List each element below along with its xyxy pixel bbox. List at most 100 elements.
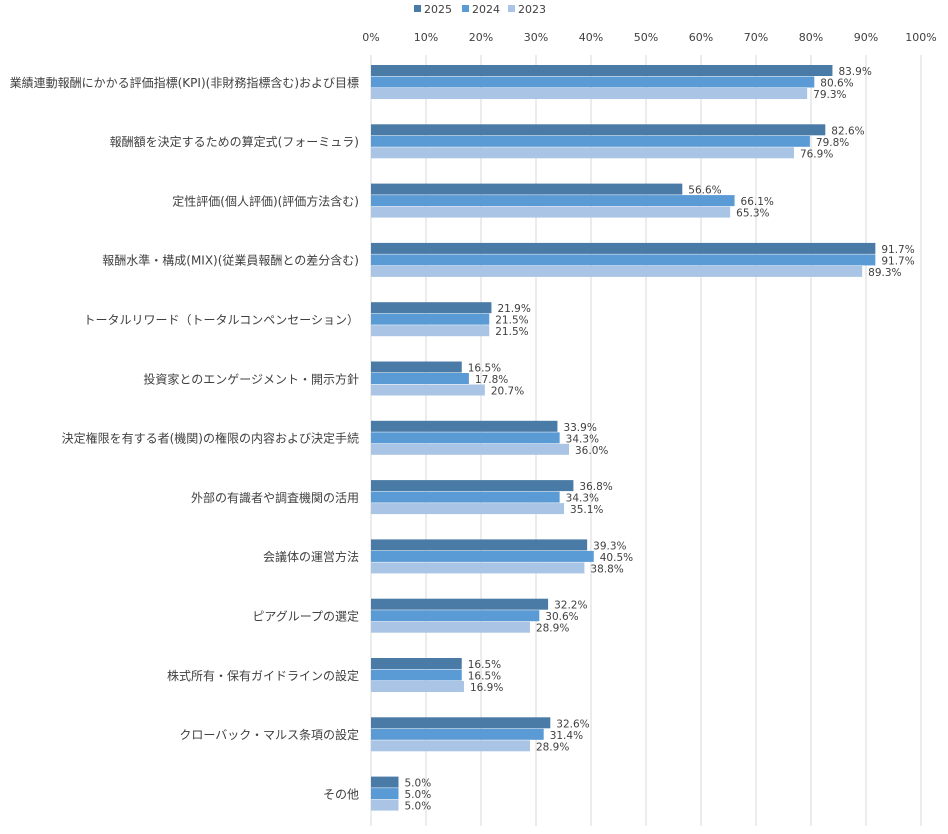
category-label-6: 決定権限を有する者(機関)の権限の内容および決定手続 — [62, 431, 359, 446]
bars — [371, 65, 876, 811]
category-label-1: 報酬額を決定するための算定式(フォーミュラ) — [110, 134, 359, 149]
category-label-4: トータルリワード（トータルコンペンセーション） — [83, 313, 359, 327]
bar-2025-10 — [371, 658, 462, 669]
bar-2024-0 — [371, 76, 815, 88]
bar-2023-10 — [371, 681, 464, 692]
category-label-3: 報酬水準・構成(MIX)(従業員報酬との差分含む) — [102, 253, 359, 268]
bar-2025-9 — [371, 598, 549, 610]
bar-2023-1 — [371, 147, 794, 159]
value-label-2025-8: 39.3% — [593, 540, 626, 552]
value-label-2024-9: 30.6% — [545, 611, 578, 623]
x-tick-label: 70% — [744, 31, 768, 44]
x-tick-label: 10% — [414, 31, 438, 44]
bar-2024-10 — [371, 669, 462, 681]
category-label-8: 会議体の運営方法 — [263, 549, 359, 564]
value-label-2025-5: 16.5% — [468, 363, 501, 375]
category-label-9: ピアグループの選定 — [252, 608, 359, 623]
bar-2024-11 — [371, 728, 544, 740]
bar-2023-11 — [371, 740, 530, 752]
value-label-2024-5: 17.8% — [475, 374, 508, 386]
value-label-2024-11: 31.4% — [550, 730, 583, 742]
bar-2024-9 — [371, 610, 540, 622]
value-label-2024-7: 34.3% — [566, 493, 599, 505]
value-labels: 83.9%80.6%79.3% 82.6%79.8%76.9% 56.6% 66.1%… — [405, 66, 915, 813]
value-label-2023-1: 76.9% — [800, 148, 833, 160]
value-label-2023-6: 36.0% — [575, 445, 608, 457]
bar-2025-4 — [371, 302, 492, 314]
bar-2023-2 — [371, 206, 731, 218]
value-label-2025-7: 36.8% — [579, 481, 612, 493]
value-label-2024-8: 40.5% — [600, 552, 633, 564]
bar-2024-12 — [371, 788, 399, 800]
bar-2025-2 — [371, 183, 683, 195]
x-tick-label: 0% — [362, 31, 379, 44]
category-label-10: 株式所有・保有ガイドラインの設定 — [167, 668, 359, 683]
value-label-2023-2: 65.3% — [736, 208, 769, 220]
category-label-0: 業績連動報酬にかかる評価指標(KPI)(非財務指標含む)および目標 — [10, 75, 359, 90]
value-label-2025-6: 33.9% — [563, 422, 596, 434]
value-label-2023-5: 20.7% — [491, 386, 524, 398]
x-tick-label: 40% — [579, 31, 603, 44]
legend-swatch-2025 — [414, 5, 421, 12]
bar-2024-2 — [371, 195, 735, 207]
x-axis-ticks: 0% 10% 20% 30% 40% 50% 60% 70% 80% 90% 100% — [362, 31, 936, 44]
value-label-2024-12: 5.0% — [405, 789, 432, 801]
bar-2025-0 — [371, 65, 833, 76]
value-label-2025-4: 21.9% — [497, 303, 530, 315]
x-tick-label: 20% — [469, 31, 493, 44]
bar-2023-7 — [371, 503, 565, 515]
bar-2023-6 — [371, 443, 569, 455]
value-label-2023-0: 79.3% — [813, 89, 846, 101]
bar-2023-8 — [371, 562, 585, 574]
category-label-12: その他 — [323, 787, 359, 801]
value-label-2023-9: 28.9% — [536, 623, 569, 635]
bar-2025-8 — [371, 539, 588, 551]
legend-label-2024: 2024 — [472, 3, 500, 16]
value-label-2023-11: 28.9% — [536, 741, 569, 753]
bar-2025-6 — [371, 420, 558, 432]
value-label-2024-10: 16.5% — [468, 671, 501, 683]
bar-2023-5 — [371, 384, 485, 396]
value-label-2024-4: 21.5% — [495, 315, 528, 327]
bar-2024-1 — [371, 135, 810, 147]
value-label-2025-11: 32.6% — [556, 718, 589, 730]
bar-2023-9 — [371, 621, 530, 633]
category-label-5: 投資家とのエンゲージメント・開示方針 — [143, 371, 359, 386]
bar-2024-3 — [371, 254, 876, 266]
bar-2023-0 — [371, 88, 808, 99]
bar-2023-12 — [371, 799, 399, 811]
legend-swatch-2024 — [462, 5, 469, 12]
value-label-2023-3: 89.3% — [868, 267, 901, 279]
bar-2025-11 — [371, 717, 551, 729]
value-label-2024-2: 66.1% — [741, 196, 774, 208]
bar-2024-8 — [371, 550, 594, 562]
value-label-2023-4: 21.5% — [495, 326, 528, 338]
category-labels: 業績連動報酬にかかる評価指標(KPI)(非財務指標含む)および目標報酬額を決定す… — [10, 75, 359, 802]
value-label-2024-0: 80.6% — [820, 78, 853, 90]
legend-label-2023: 2023 — [518, 3, 546, 16]
x-tick-label: 50% — [634, 31, 658, 44]
x-tick-label: 80% — [799, 31, 823, 44]
category-label-7: 外部の有識者や調査機関の活用 — [191, 490, 359, 505]
legend: 2025 2024 2023 — [414, 3, 546, 16]
bar-2023-3 — [371, 265, 863, 277]
value-label-2025-9: 32.2% — [554, 600, 587, 612]
bar-2025-12 — [371, 776, 399, 788]
value-label-2025-2: 56.6% — [688, 185, 721, 197]
bar-2023-4 — [371, 325, 490, 337]
value-label-2023-8: 38.8% — [590, 563, 623, 575]
bar-2024-4 — [371, 313, 490, 325]
value-label-2025-10: 16.5% — [468, 659, 501, 671]
legend-label-2025: 2025 — [424, 3, 452, 16]
x-tick-label: 30% — [524, 31, 548, 44]
value-label-2024-6: 34.3% — [566, 433, 599, 445]
value-label-2024-3: 91.7% — [881, 255, 914, 267]
category-label-11: クローバック・マルス条項の設定 — [179, 727, 359, 742]
x-tick-label: 60% — [689, 31, 713, 44]
value-label-2023-7: 35.1% — [570, 504, 603, 516]
gridlines — [370, 55, 922, 826]
value-label-2025-3: 91.7% — [881, 244, 914, 256]
value-label-2023-12: 5.0% — [405, 801, 432, 813]
x-tick-label: 100% — [905, 31, 936, 44]
